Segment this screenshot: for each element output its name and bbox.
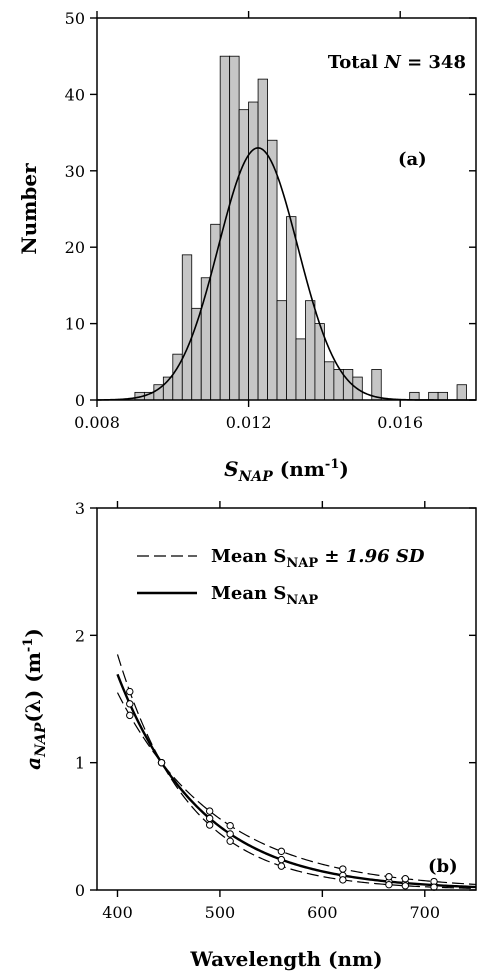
absorption-legend: Mean SNAP ± 1.96 SD Mean SNAP <box>137 546 425 608</box>
histogram-bar <box>248 101 259 401</box>
histogram-y-tick-label: 20 <box>65 238 85 257</box>
absorption-marker <box>205 814 214 823</box>
absorption-marker <box>205 807 214 815</box>
absorption-tick-labels: 0 1 2 3 400 500 600 700 <box>75 499 440 922</box>
histogram-bars <box>134 55 467 401</box>
histogram-y-tick-label: 10 <box>65 315 85 334</box>
absorption-y-tick-label: 2 <box>75 626 85 645</box>
absorption-curve-lower <box>116 692 477 886</box>
histogram-bar <box>333 369 344 401</box>
absorption-x-tick-label: 400 <box>102 903 133 922</box>
absorption-marker <box>385 873 393 881</box>
histogram-plot-frame <box>96 17 477 401</box>
histogram-bar <box>210 223 221 401</box>
histogram-ticks <box>90 11 476 407</box>
absorption-marker <box>401 882 410 890</box>
histogram-y-axis-title: Number <box>17 163 41 255</box>
absorption-marker <box>277 847 286 856</box>
absorption-marker <box>385 880 393 889</box>
absorption-y-tick-label: 0 <box>75 881 85 900</box>
legend-dashed-label: Mean SNAP ± 1.96 SD <box>211 546 425 571</box>
histogram-y-tick-label: 50 <box>65 9 85 28</box>
histogram-x-tick-label: 0.012 <box>226 413 272 432</box>
absorption-marker <box>226 837 234 845</box>
absorption-x-axis-title: Wavelength (nm) <box>189 947 382 971</box>
absorption-marker <box>126 700 134 708</box>
histogram-y-tick-label: 30 <box>65 162 85 181</box>
absorption-x-tick-label: 600 <box>307 903 338 922</box>
absorption-panel: 0 1 2 3 400 500 600 700 Mean SNAP ± 1.96 SD Mea… <box>21 499 477 971</box>
histogram-bar <box>276 300 287 401</box>
absorption-marker <box>126 687 134 696</box>
panel-label-b: (b) <box>428 856 458 877</box>
absorption-curve-mean <box>116 673 477 889</box>
absorption-y-tick-label: 1 <box>75 754 85 773</box>
histogram-bar <box>200 277 212 401</box>
absorption-marker <box>339 865 347 873</box>
absorption-marker <box>205 821 214 829</box>
histogram-x-axis-title: SNAP (nm-1) <box>224 457 349 485</box>
absorption-markers <box>126 687 438 891</box>
histogram-bar <box>257 78 268 401</box>
histogram-bar <box>437 391 448 401</box>
total-n-annotation: Total N = 348 <box>328 52 466 73</box>
legend-solid-label: Mean SNAP <box>211 583 318 608</box>
absorption-marker <box>226 821 234 830</box>
absorption-marker <box>126 711 134 720</box>
histogram-bar <box>428 391 439 401</box>
absorption-marker <box>401 875 410 883</box>
histogram-bar <box>181 254 193 401</box>
histogram-bar <box>456 384 467 401</box>
absorption-marker <box>157 758 166 767</box>
histogram-bar <box>295 338 306 401</box>
panel-label-a: (a) <box>398 149 427 170</box>
histogram-x-tick-label: 0.016 <box>377 413 423 432</box>
absorption-curve-upper <box>116 654 477 890</box>
histogram-bar <box>219 55 231 401</box>
absorption-y-tick-label: 3 <box>75 499 85 518</box>
absorption-curves <box>116 654 477 890</box>
absorption-x-tick-label: 700 <box>410 903 441 922</box>
histogram-x-tick-label: 0.008 <box>74 413 120 432</box>
absorption-marker <box>277 862 286 870</box>
histogram-y-tick-label: 0 <box>75 391 85 410</box>
histogram-bar <box>238 109 249 401</box>
absorption-ticks <box>90 501 476 897</box>
histogram-bar <box>229 55 240 401</box>
histogram-bar <box>267 139 278 401</box>
absorption-marker <box>226 830 234 838</box>
histogram-bar <box>286 216 297 401</box>
histogram-bar <box>323 361 335 401</box>
histogram-panel: 0 10 20 30 40 50 0.008 0.012 0.016 Total N = 348… <box>17 9 477 485</box>
absorption-marker <box>277 855 286 864</box>
histogram-y-tick-label: 40 <box>65 85 85 104</box>
absorption-plot-frame <box>96 507 477 891</box>
histogram-bar <box>409 391 420 401</box>
histogram-bar <box>305 300 316 401</box>
absorption-y-axis-title: aNAP(λ) (m-1) <box>21 628 49 770</box>
histogram-tick-labels: 0 10 20 30 40 50 0.008 0.012 0.016 <box>65 9 423 432</box>
absorption-x-tick-label: 500 <box>205 903 236 922</box>
absorption-marker <box>339 876 347 884</box>
